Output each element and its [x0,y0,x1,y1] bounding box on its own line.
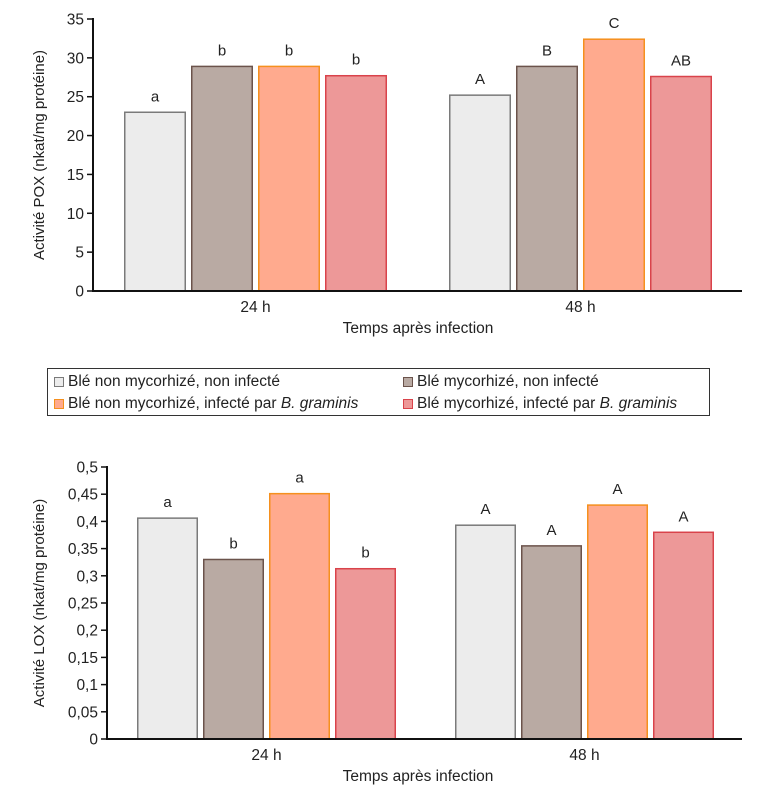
lox-bar-48h-series-2 [521,545,582,740]
pox-significance-label: C [609,15,620,32]
pox-x-tick-label: 48 h [565,299,595,316]
pox-bar-48h-series-1 [449,94,511,292]
pox-bar-24h-series-3 [258,65,320,292]
lox-y-tick-label: 0,25 [68,596,98,613]
pox-significance-label: A [475,71,485,88]
lox-y-tick-label: 0,2 [76,623,98,640]
lox-bar-24h-series-1 [137,517,198,740]
legend-label-italic: B. graminis [280,395,359,412]
pox-y-tick-label: 5 [75,245,84,262]
pox-bar-48h-series-4 [650,75,712,292]
lox-y-tick-label: 0,1 [76,677,98,694]
legend-label: Blé mycorhizé, non infecté [417,373,599,390]
legend-swatch [54,399,64,409]
lox-y-tick-label: 0 [89,732,98,749]
legend-label-italic: B. graminis [599,395,678,412]
pox-significance-label: b [352,52,360,69]
legend-swatch [54,377,64,387]
pox-bar-24h-series-2 [191,65,253,292]
lox-y-tick-label: 0,5 [76,460,98,477]
pox-y-tick-label: 0 [75,284,84,301]
lox-x-tick-label: 24 h [251,747,281,764]
pox-bar-24h-series-1 [124,111,186,292]
lox-y-axis-label: Activité LOX (nkat/mg protéine) [31,499,48,707]
lox-x-axis-label: Temps après infection [343,768,494,785]
pox-y-tick-label: 15 [67,167,84,184]
pox-y-tick-label: 30 [67,50,85,67]
pox-y-axis-label: Activité POX (nkat/mg protéine) [31,50,48,260]
legend-swatch [403,377,413,387]
lox-bar-48h-series-3 [587,504,648,740]
pox-y-tick-label: 25 [67,89,84,106]
legend-label: Blé non mycorhizé, infecté par [68,395,281,412]
legend-label: Blé mycorhizé, infecté par [417,395,600,412]
lox-significance-label: b [361,545,369,562]
legend-swatch [403,399,413,409]
lox-x-tick-label: 48 h [569,747,599,764]
lox-bar-24h-series-3 [269,492,330,740]
lox-significance-label: A [612,481,622,498]
pox-significance-label: b [285,42,293,59]
legend-label: Blé non mycorhizé, non infecté [68,373,280,390]
pox-y-tick-label: 35 [67,12,84,29]
lox-significance-label: a [295,470,304,487]
legend-item-myco-infected: Blé mycorhizé, infecté par B. graminis [403,395,677,413]
pox-y-tick-label: 20 [67,128,85,145]
lox-bar-48h-series-1 [455,524,516,740]
lox-significance-label: A [546,522,556,539]
lox-bar-48h-series-4 [653,531,714,740]
lox-bar-24h-series-4 [335,567,396,740]
pox-chart: Activité POX (nkat/mg protéine) Temps ap… [31,12,742,337]
lox-y-tick-label: 0,4 [76,514,98,531]
pox-bar-48h-series-3 [583,38,645,292]
pox-significance-label: a [151,88,160,105]
lox-significance-label: a [163,494,172,511]
lox-significance-label: b [229,535,237,552]
pox-bar-24h-series-4 [325,74,387,292]
pox-significance-label: AB [671,53,691,70]
lox-y-tick-label: 0,15 [68,650,98,667]
lox-chart: Activité LOX (nkat/mg protéine) Temps ap… [31,460,742,785]
legend-item-non-myco-infected: Blé non mycorhizé, infecté par B. gramin… [54,395,358,413]
lox-y-tick-label: 0,35 [68,541,98,558]
pox-x-tick-label: 24 h [240,299,270,316]
lox-bar-24h-series-2 [203,558,264,740]
lox-y-tick-label: 0,45 [68,487,98,504]
pox-bar-48h-series-2 [516,65,578,292]
lox-significance-label: A [480,501,490,518]
pox-significance-label: b [218,42,226,59]
legend-item-myco-non-infected: Blé mycorhizé, non infecté [403,373,599,391]
lox-significance-label: A [678,508,688,525]
pox-significance-label: B [542,42,552,59]
lox-y-tick-label: 0,05 [68,704,98,721]
legend: Blé non mycorhizé, non infecté Blé mycor… [47,368,710,416]
pox-y-tick-label: 10 [67,206,85,223]
lox-y-tick-label: 0,3 [76,568,98,585]
legend-item-non-myco-non-infected: Blé non mycorhizé, non infecté [54,373,280,391]
pox-x-axis-label: Temps après infection [343,320,494,337]
